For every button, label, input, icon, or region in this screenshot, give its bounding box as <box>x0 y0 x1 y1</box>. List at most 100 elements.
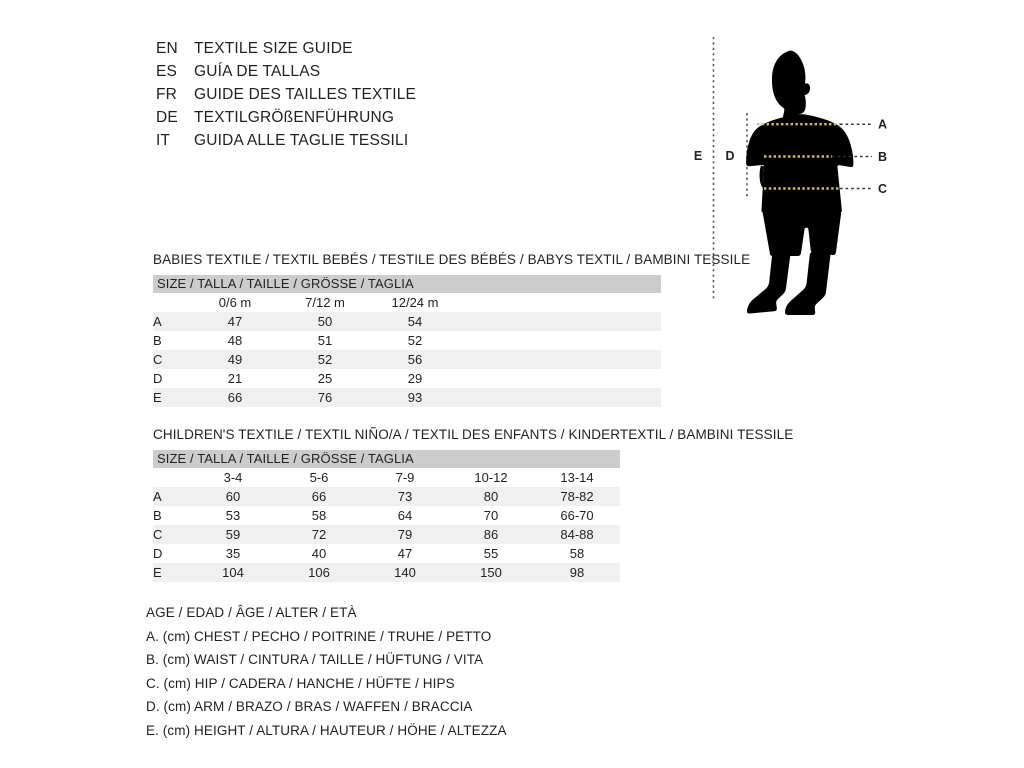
legend-item-arm: D. (cm) ARM / BRAZO / BRAS / WAFFEN / BR… <box>146 699 473 714</box>
children-cell-d-4: 58 <box>534 544 620 563</box>
children-col-3: 10-12 <box>448 468 534 487</box>
babies-cell-e-1: 76 <box>280 388 370 407</box>
babies-header-row: SIZE / TALLA / TAILLE / GRÖSSE / TAGLIA <box>153 275 661 293</box>
babies-cell-e-2: 93 <box>370 388 460 407</box>
babies-row-label-b: B <box>153 331 190 350</box>
babies-cell-a-1: 50 <box>280 312 370 331</box>
babies-col-filler <box>460 293 661 312</box>
babies-header-label: SIZE / TALLA / TAILLE / GRÖSSE / TAGLIA <box>153 275 661 293</box>
babies-cell-b-0: 48 <box>190 331 280 350</box>
children-row-label-b: B <box>153 506 190 525</box>
language-row-it: IT GUIDA ALLE TAGLIE TESSILI <box>156 132 416 155</box>
babies-cell-b-1: 51 <box>280 331 370 350</box>
babies-cell-c-0: 49 <box>190 350 280 369</box>
legend-item-hip: C. (cm) HIP / CADERA / HANCHE / HÜFTE / … <box>146 675 455 691</box>
children-header-label: SIZE / TALLA / TAILLE / GRÖSSE / TAGLIA <box>153 450 620 468</box>
babies-row-label-e: E <box>153 388 190 407</box>
babies-cell-d-1: 25 <box>280 369 370 388</box>
language-title-fr: GUIDE DES TAILLES TEXTILE <box>194 86 417 103</box>
children-cell-d-0: 35 <box>190 544 276 563</box>
babies-cell-d-filler <box>460 369 661 388</box>
language-code-it: IT <box>156 132 171 149</box>
children-cell-c-1: 72 <box>276 525 362 544</box>
children-cell-e-1: 106 <box>276 563 362 582</box>
table-row: B 48 51 52 <box>153 331 661 350</box>
table-row: A 47 50 54 <box>153 312 661 331</box>
measure-label-c: C <box>878 182 887 196</box>
table-row: A 60 66 73 80 78-82 <box>153 487 620 506</box>
babies-col-0: 0/6 m <box>190 293 280 312</box>
children-col-0: 3-4 <box>190 468 276 487</box>
children-cell-b-2: 64 <box>362 506 448 525</box>
babies-cell-c-1: 52 <box>280 350 370 369</box>
children-cell-d-1: 40 <box>276 544 362 563</box>
babies-cell-d-2: 29 <box>370 369 460 388</box>
children-table-caption: CHILDREN'S TEXTILE / TEXTIL NIÑO/A / TEX… <box>153 427 794 442</box>
babies-cell-a-0: 47 <box>190 312 280 331</box>
table-row: C 59 72 79 86 84-88 <box>153 525 620 544</box>
children-cell-b-3: 70 <box>448 506 534 525</box>
children-cell-c-2: 79 <box>362 525 448 544</box>
babies-cell-c-2: 56 <box>370 350 460 369</box>
babies-cell-a-2: 54 <box>370 312 460 331</box>
language-row-de: DE TEXTILGRÖßENFÜHRUNG <box>156 109 416 132</box>
legend-item-age: AGE / EDAD / ÂGE / ALTER / ETÀ <box>146 605 357 620</box>
children-cell-b-1: 58 <box>276 506 362 525</box>
children-cell-d-3: 55 <box>448 544 534 563</box>
children-row-label-d: D <box>153 544 190 563</box>
legend-item-height: E. (cm) HEIGHT / ALTURA / HAUTEUR / HÖHE… <box>146 722 507 738</box>
table-row: D 35 40 47 55 58 <box>153 544 620 563</box>
babies-table-block: BABIES TEXTILE / TEXTIL BEBÉS / TESTILE … <box>153 252 750 407</box>
children-col-1: 5-6 <box>276 468 362 487</box>
children-cell-e-3: 150 <box>448 563 534 582</box>
children-cell-c-4: 84-88 <box>534 525 620 544</box>
measure-label-d: D <box>725 149 734 163</box>
table-row: B 53 58 64 70 66-70 <box>153 506 620 525</box>
child-silhouette <box>746 50 854 315</box>
babies-table-caption: BABIES TEXTILE / TEXTIL BEBÉS / TESTILE … <box>153 252 751 267</box>
babies-cell-d-0: 21 <box>190 369 280 388</box>
language-row-en: EN TEXTILE SIZE GUIDE <box>156 40 416 63</box>
language-code-es: ES <box>156 63 178 80</box>
babies-size-table: SIZE / TALLA / TAILLE / GRÖSSE / TAGLIA … <box>153 275 661 407</box>
children-col-2: 7-9 <box>362 468 448 487</box>
babies-col-2: 12/24 m <box>370 293 460 312</box>
table-row: C 49 52 56 <box>153 350 661 369</box>
children-cell-a-0: 60 <box>190 487 276 506</box>
language-code-en: EN <box>156 40 178 57</box>
babies-cell-b-2: 52 <box>370 331 460 350</box>
language-title-en: TEXTILE SIZE GUIDE <box>194 40 353 57</box>
legend-item-waist: B. (cm) WAIST / CINTURA / TAILLE / HÜFTU… <box>146 652 484 667</box>
babies-row-label-d: D <box>153 369 190 388</box>
children-cell-a-1: 66 <box>276 487 362 506</box>
babies-cell-e-0: 66 <box>190 388 280 407</box>
table-row: D 21 25 29 <box>153 369 661 388</box>
children-row-label-c: C <box>153 525 190 544</box>
body-measurement-diagram: A B C D E <box>660 20 960 320</box>
children-cell-a-2: 73 <box>362 487 448 506</box>
children-cell-c-0: 59 <box>190 525 276 544</box>
language-title-it: GUIDA ALLE TAGLIE TESSILI <box>194 132 409 149</box>
children-size-table: SIZE / TALLA / TAILLE / GRÖSSE / TAGLIA … <box>153 450 620 582</box>
children-column-row: 3-4 5-6 7-9 10-12 13-14 <box>153 468 620 487</box>
children-cell-e-0: 104 <box>190 563 276 582</box>
babies-cell-c-filler <box>460 350 661 369</box>
babies-cell-b-filler <box>460 331 661 350</box>
language-code-de: DE <box>156 109 178 126</box>
children-col-4: 13-14 <box>534 468 620 487</box>
language-title-es: GUÍA DE TALLAS <box>194 63 321 80</box>
babies-column-row: 0/6 m 7/12 m 12/24 m <box>153 293 661 312</box>
children-cell-c-3: 86 <box>448 525 534 544</box>
babies-col-1: 7/12 m <box>280 293 370 312</box>
children-cell-d-2: 47 <box>362 544 448 563</box>
legend-item-chest: A. (cm) CHEST / PECHO / POITRINE / TRUHE… <box>146 628 492 644</box>
children-header-row: SIZE / TALLA / TAILLE / GRÖSSE / TAGLIA <box>153 450 620 468</box>
children-cell-b-0: 53 <box>190 506 276 525</box>
language-code-fr: FR <box>156 86 178 103</box>
measure-label-b: B <box>878 150 887 164</box>
language-row-fr: FR GUIDE DES TAILLES TEXTILE <box>156 86 416 109</box>
children-cell-e-4: 98 <box>534 563 620 582</box>
language-title-block: EN TEXTILE SIZE GUIDE ES GUÍA DE TALLAS … <box>156 40 416 155</box>
babies-cell-e-filler <box>460 388 661 407</box>
children-cell-b-4: 66-70 <box>534 506 620 525</box>
